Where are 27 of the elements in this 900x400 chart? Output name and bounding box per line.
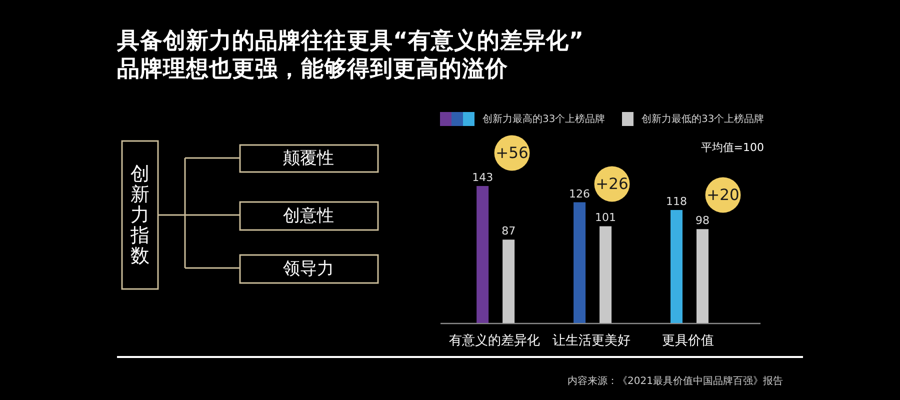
chart-title: 具备创新力的品牌往往更具“有意义的差异化” 品牌理想也更强，能够得到更高的溢价 (116, 27, 584, 82)
data-label: 126 (569, 187, 590, 200)
legend-label: 创新力最高的33个上榜品牌 (482, 113, 606, 125)
data-label: 101 (595, 211, 616, 224)
text: 领导力 (283, 259, 334, 279)
bar (600, 226, 612, 323)
bar (502, 240, 515, 323)
x-tick-label: 更具价值 (662, 334, 714, 348)
data-label: 98 (696, 214, 710, 228)
bar (574, 202, 586, 323)
legend-label: 创新力最低的33个上榜品牌 (642, 113, 764, 125)
bar (696, 229, 709, 323)
bar (476, 186, 489, 323)
x-tick-label: 有意义的差异化 (448, 334, 540, 348)
bar (670, 210, 683, 323)
annotation: +26 (596, 175, 628, 193)
text: 创意性 (283, 206, 334, 226)
data-label: 118 (666, 194, 688, 208)
text: 创新力指数 (130, 163, 150, 267)
annotation: +20 (706, 186, 740, 204)
text: 平均值=100 (700, 141, 764, 154)
text: 颠覆性 (283, 148, 334, 168)
text: +56 (496, 144, 528, 162)
text: 内容来源：《2021最具价值中国品牌百强》报告 (568, 375, 783, 387)
data-label: 143 (472, 171, 494, 184)
x-tick-label: 让生活更美好 (552, 332, 630, 348)
data-label: 87 (502, 224, 516, 238)
